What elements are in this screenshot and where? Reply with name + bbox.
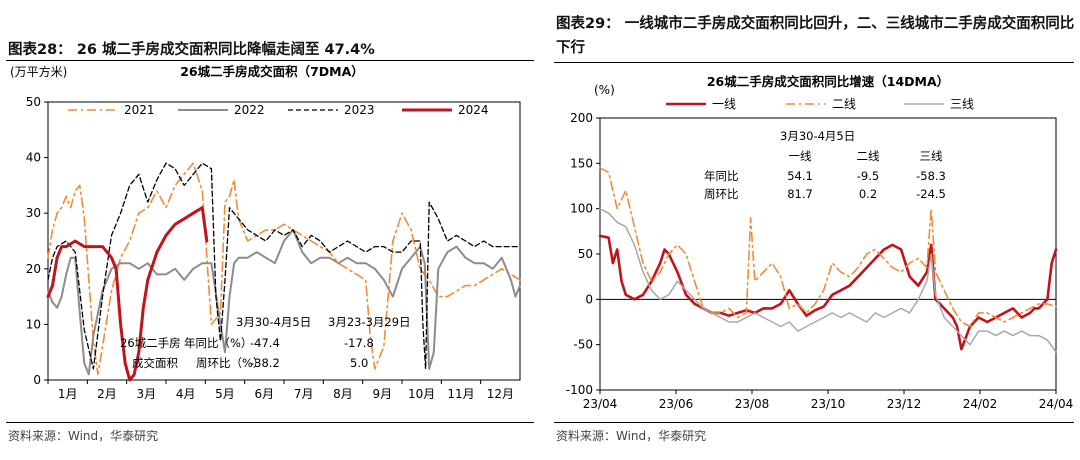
x-tick-label: 23/10 [811,397,846,411]
x-tick-label: 24/02 [963,397,998,411]
y-tick-label: 50 [578,247,593,261]
y-tick-label: 150 [570,156,593,170]
y-tick-label: 20 [26,262,41,276]
annotation-col-header: 二线 [857,149,880,163]
left-line-chart: 26城二手房成交面积（7DMA） (万平方米) 0 10 20 30 40 50 1月 2月 3月 4… [10,64,521,401]
left-chart-panel: 图表28： 26 城二手房成交面积同比降幅走阔至 47.4% 26城二手房成交面… [6,42,534,443]
left-footer-rule [6,422,534,423]
annotation-row-lead: 26城二手房 [120,336,181,350]
chart-title: 26城二手房成交面积同比增速（14DMA） [707,74,949,89]
series-line-一线 [598,234,1058,351]
annotation-row-lead: 成交面积 [132,356,178,370]
annotation-date: 3月30-4月5日 [780,129,855,143]
annotation-col-header: 3月23-3月29日 [328,315,411,329]
x-tick-label: 4月 [176,387,196,401]
annotation-row-label: 周环比（%） [196,356,264,370]
x-tick-label: 24/04 [1039,397,1074,411]
series-line-2021 [47,162,521,376]
x-tick-label: 23/06 [659,397,694,411]
left-heading-rule [6,60,534,61]
x-tick-label: 10月 [408,387,435,401]
y-axis-unit-label: (%) [594,83,615,97]
y-tick-label: -50 [573,338,593,352]
annotation-value: 5.0 [350,356,368,370]
right-footer-rule [554,422,1074,423]
legend-label-2024: 2024 [458,103,489,117]
series-line-2024 [46,206,209,382]
series-line-二线 [599,167,1057,328]
right-chart-panel: 图表29： 一线城市二手房成交面积同比回升，二、三线城市二手房成交面积同比下行 … [548,0,1080,460]
series-line-2022 [47,228,521,376]
series-line-三线 [599,207,1057,353]
y-axis-unit-label: (万平方米) [10,64,67,79]
annotation-value: 54.1 [787,169,813,183]
annotation-row-label: 年同比（%） [184,336,252,350]
x-tick-label: 8月 [333,387,353,401]
x-tick-label: 7月 [294,387,314,401]
y-tick-label: 50 [26,95,41,109]
y-tick-label: 0 [33,373,41,387]
legend-label-一线: 一线 [712,97,736,111]
right-heading-rule [554,62,1074,63]
legend-label-2021: 2021 [124,103,155,117]
annotation-value: -38.2 [250,356,280,370]
annotation-value: -9.5 [857,169,879,183]
y-tick-label: 200 [570,111,593,125]
x-tick-label: 12月 [487,387,514,401]
legend-label-二线: 二线 [832,97,856,111]
annotation-col-header: 三线 [920,149,943,163]
x-tick-label: 23/12 [887,397,922,411]
y-tick-label: 10 [26,317,41,331]
y-tick-label: 30 [26,206,41,220]
annotation-row-label: 年同比 [704,169,739,183]
right-source-note: 资料来源：Wind，华泰研究 [556,429,707,443]
y-tick-label: 40 [26,151,41,165]
y-tick-label: 100 [570,202,593,216]
annotation-value: -17.8 [344,336,374,350]
x-tick-label: 23/08 [735,397,770,411]
x-tick-label: 6月 [255,387,275,401]
x-tick-label: 3月 [137,387,157,401]
x-tick-label: 5月 [215,387,235,401]
legend-label-2023: 2023 [344,103,375,117]
y-tick-label: -100 [566,383,593,397]
annotation-value: 81.7 [787,187,813,201]
annotation-col-header: 3月30-4月5日 [236,315,311,329]
series-line-2023 [47,162,521,370]
x-tick-label: 1月 [58,387,78,401]
right-line-chart: 26城二手房成交面积同比增速（14DMA） (%) -100 -50 0 50 100 150… [566,74,1074,411]
legend-label-2022: 2022 [234,103,265,117]
annotation-value: -24.5 [916,187,946,201]
annotation-col-header: 一线 [789,149,812,163]
x-tick-label: 9月 [373,387,393,401]
x-tick-label: 23/04 [583,397,618,411]
annotation-value: -58.3 [916,169,946,183]
x-tick-label: 2月 [97,387,117,401]
legend-label-三线: 三线 [950,97,974,111]
annotation-row-label: 周环比 [704,187,739,201]
right-chart-heading: 图表29： 一线城市二手房成交面积同比回升，二、三线城市二手房成交面积同比下行 [556,16,1075,56]
left-source-note: 资料来源：Wind，华泰研究 [8,429,159,443]
annotation-value: 0.2 [859,187,877,201]
annotation-value: -47.4 [250,336,280,350]
x-tick-label: 11月 [447,387,474,401]
y-tick-label: 0 [585,292,593,306]
chart-title: 26城二手房成交面积（7DMA） [180,64,364,79]
left-chart-heading: 图表28： 26 城二手房成交面积同比降幅走阔至 47.4% [8,42,375,58]
